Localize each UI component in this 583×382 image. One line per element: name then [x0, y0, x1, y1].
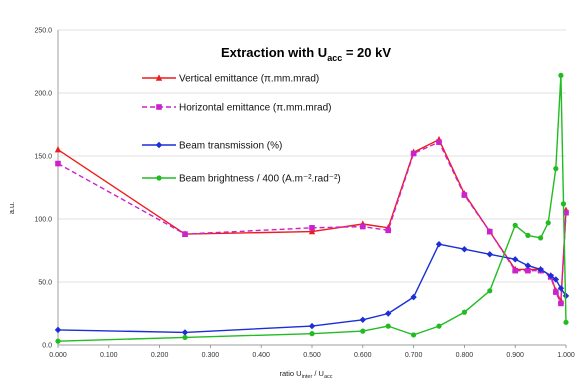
- data-point: [435, 241, 443, 248]
- data-point: [55, 160, 61, 167]
- legend-marker: [156, 104, 162, 110]
- legend: Vertical emittance (π.mm.mrad) Horizontal…: [142, 74, 341, 185]
- data-point: [525, 232, 531, 238]
- data-point: [385, 227, 391, 234]
- data-point: [560, 201, 567, 207]
- data-point: [461, 309, 467, 315]
- data-point: [487, 288, 493, 294]
- x-tick-label: 1.000: [557, 352, 575, 359]
- series-line: [57, 141, 567, 305]
- data-point: [538, 235, 544, 241]
- data-point: [181, 329, 189, 336]
- legend-item-0: Vertical emittance (π.mm.mrad): [142, 74, 319, 85]
- x-tick-label: 0.800: [456, 352, 474, 359]
- data-point: [525, 267, 531, 274]
- data-point: [309, 331, 315, 337]
- data-point: [410, 150, 417, 157]
- series-3: [55, 72, 569, 344]
- y-tick-labels: 0.0 50.0 100.0 150.0 200.0 250.0: [34, 28, 52, 350]
- data-point: [436, 323, 442, 329]
- y-tick-label: 100.0: [34, 217, 52, 224]
- data-point: [537, 266, 544, 273]
- data-point: [410, 293, 417, 301]
- chart-title: Extraction with Uacc = 20 kV: [221, 45, 391, 63]
- data-point: [545, 220, 551, 226]
- y-tick-label: 50.0: [38, 280, 52, 287]
- data-point: [558, 72, 564, 78]
- data-point: [557, 285, 565, 292]
- data-point: [360, 328, 366, 334]
- data-point: [553, 166, 559, 172]
- y-tick-label: 250.0: [34, 28, 52, 35]
- x-tick-labels: 0.000 0.100 0.200 0.300 0.400 0.500 0.600 0.700…: [49, 352, 575, 359]
- legend-item-1: Horizontal emittance (π.mm.mrad): [142, 103, 332, 114]
- legend-label: Vertical emittance (π.mm.mrad): [179, 74, 319, 85]
- legend-label: Beam transmission (%): [179, 141, 282, 152]
- data-point: [512, 222, 518, 228]
- legend-item-2: Beam transmission (%): [142, 141, 282, 152]
- data-point: [55, 338, 61, 344]
- data-point: [385, 310, 392, 317]
- x-tick-label: 0.400: [252, 352, 270, 359]
- x-tick-label: 0.100: [100, 352, 118, 359]
- data-point: [558, 300, 564, 307]
- data-point: [547, 272, 554, 279]
- series-line: [57, 243, 567, 334]
- data-point: [359, 316, 366, 323]
- data-point: [308, 227, 316, 235]
- x-axis-label: ratio Uinter / Uacc: [279, 369, 332, 380]
- y-axis-label: a.u.: [7, 202, 16, 215]
- x-tick-label: 0.900: [506, 352, 524, 359]
- legend-label: Beam brightness / 400 (A.m⁻².rad⁻²): [179, 174, 341, 185]
- data-point: [360, 223, 366, 230]
- data-point: [182, 231, 188, 237]
- legend-marker: [155, 141, 163, 149]
- y-tick-label: 0.0: [42, 343, 52, 350]
- data-point: [411, 332, 417, 338]
- data-point: [512, 256, 519, 263]
- data-point: [461, 192, 468, 198]
- data-point: [486, 251, 493, 258]
- legend-marker: [155, 74, 163, 81]
- data-point: [563, 319, 569, 325]
- x-tick-label: 0.300: [202, 352, 220, 359]
- legend-marker: [156, 175, 162, 181]
- x-tick-label: 0.700: [405, 352, 423, 359]
- axes: [57, 30, 567, 348]
- data-point: [512, 267, 518, 274]
- data-point: [385, 323, 391, 329]
- data-point: [182, 334, 188, 341]
- y-tick-label: 150.0: [34, 154, 52, 161]
- series-layer: [54, 72, 570, 344]
- data-point: [308, 322, 316, 330]
- data-point: [436, 139, 442, 145]
- data-point: [54, 326, 62, 334]
- data-point: [553, 289, 559, 295]
- data-point: [552, 276, 560, 283]
- legend-label: Horizontal emittance (π.mm.mrad): [179, 103, 332, 114]
- x-tick-label: 0.200: [151, 352, 169, 359]
- x-tick-label: 0.500: [303, 352, 321, 359]
- data-point: [461, 246, 468, 253]
- data-point: [54, 146, 62, 153]
- data-point: [563, 209, 569, 216]
- x-tick-label: 0.600: [354, 352, 372, 359]
- data-point: [524, 262, 532, 269]
- x-tick-label: 0.000: [49, 352, 67, 359]
- data-point: [309, 225, 315, 231]
- data-point: [487, 228, 493, 235]
- legend-item-3: Beam brightness / 400 (A.m⁻².rad⁻²): [142, 174, 341, 185]
- y-tick-label: 200.0: [34, 91, 52, 98]
